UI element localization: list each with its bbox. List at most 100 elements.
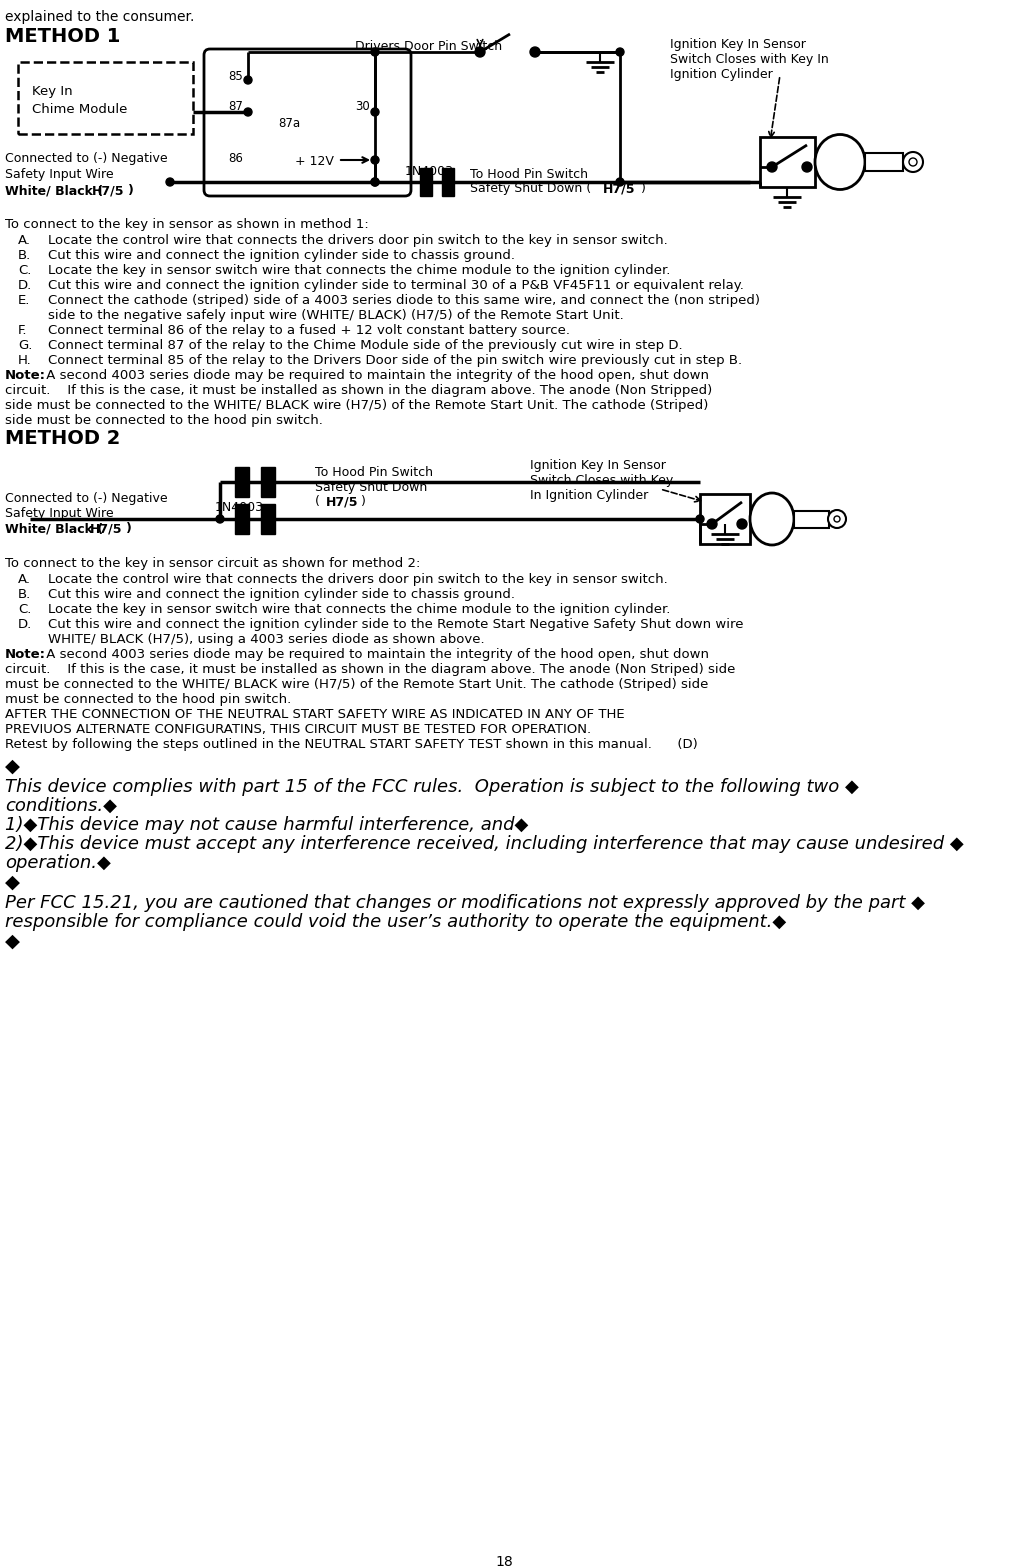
Bar: [261, 503, 275, 535]
Bar: [442, 168, 454, 196]
Text: Cut this wire and connect the ignition cylinder side to chassis ground.: Cut this wire and connect the ignition c…: [48, 249, 515, 262]
Text: To connect to the key in sensor as shown in method 1:: To connect to the key in sensor as shown…: [5, 218, 368, 230]
Text: 1N4003: 1N4003: [215, 502, 264, 514]
Bar: [18, 63, 193, 133]
Circle shape: [767, 162, 777, 172]
Text: Safety Input Wire: Safety Input Wire: [5, 168, 114, 180]
Text: Ignition Cylinder: Ignition Cylinder: [670, 67, 773, 82]
Text: Note:: Note:: [5, 648, 46, 662]
Text: ): ): [641, 182, 646, 194]
Circle shape: [828, 510, 846, 528]
Text: H7/5: H7/5: [92, 183, 124, 198]
Text: Connect terminal 87 of the relay to the Chime Module side of the previously cut : Connect terminal 87 of the relay to the …: [48, 339, 683, 351]
Text: This device complies with part 15 of the FCC rules.  Operation is subject to the: This device complies with part 15 of the…: [5, 778, 859, 797]
Text: H7/5: H7/5: [326, 495, 358, 508]
Circle shape: [371, 49, 379, 56]
Circle shape: [371, 155, 379, 165]
Text: PREVIUOS ALTERNATE CONFIGURATINS, THIS CIRCUIT MUST BE TESTED FOR OPERATION.: PREVIUOS ALTERNATE CONFIGURATINS, THIS C…: [5, 723, 591, 735]
Circle shape: [696, 514, 704, 524]
Bar: [420, 168, 432, 196]
Text: Note:: Note:: [5, 368, 46, 383]
Text: Chime Module: Chime Module: [32, 103, 127, 116]
Circle shape: [371, 179, 379, 187]
Text: ◆: ◆: [5, 757, 20, 776]
Circle shape: [244, 108, 252, 116]
Text: D.: D.: [18, 279, 32, 292]
Text: 85: 85: [228, 71, 243, 83]
Text: B.: B.: [18, 588, 31, 601]
Text: ◆: ◆: [5, 931, 20, 952]
Text: Connect terminal 86 of the relay to a fused + 12 volt constant battery source.: Connect terminal 86 of the relay to a fu…: [48, 325, 570, 337]
Ellipse shape: [815, 135, 865, 190]
Circle shape: [707, 519, 717, 528]
Bar: [700, 494, 750, 544]
Bar: [865, 154, 903, 171]
Text: side to the negative safely input wire (WHITE/ BLACK) (H7/5) of the Remote Start: side to the negative safely input wire (…: [48, 309, 624, 321]
Text: responsible for compliance could void the user’s authority to operate the equipm: responsible for compliance could void th…: [5, 913, 786, 931]
Text: Connected to (-) Negative: Connected to (-) Negative: [5, 152, 167, 165]
Text: explained to the consumer.: explained to the consumer.: [5, 9, 195, 24]
Text: Drivers Door Pin Switch: Drivers Door Pin Switch: [355, 41, 502, 53]
Circle shape: [216, 514, 224, 524]
Text: METHOD 1: METHOD 1: [5, 27, 120, 45]
Text: ◆: ◆: [5, 873, 20, 892]
Text: side must be connected to the hood pin switch.: side must be connected to the hood pin s…: [5, 414, 323, 426]
Text: Safety Input Wire: Safety Input Wire: [5, 506, 114, 521]
Circle shape: [530, 47, 540, 56]
Bar: [261, 467, 275, 497]
Circle shape: [616, 179, 624, 187]
Text: ): ): [361, 495, 366, 508]
Bar: [760, 136, 815, 187]
Text: Key In: Key In: [32, 85, 73, 99]
Text: 87a: 87a: [278, 118, 300, 130]
Text: H7/5: H7/5: [90, 522, 122, 535]
Text: Ignition Key In Sensor: Ignition Key In Sensor: [670, 38, 806, 52]
Text: Connect the cathode (striped) side of a 4003 series diode to this same wire, and: Connect the cathode (striped) side of a …: [48, 295, 760, 307]
Circle shape: [909, 158, 917, 166]
Text: ): ): [128, 183, 134, 198]
Text: conditions.◆: conditions.◆: [5, 797, 117, 815]
Text: In Ignition Cylinder: In Ignition Cylinder: [530, 489, 648, 502]
Circle shape: [244, 75, 252, 85]
Text: side must be connected to the WHITE/ BLACK wire (H7/5) of the Remote Start Unit.: side must be connected to the WHITE/ BLA…: [5, 398, 708, 412]
Bar: [235, 503, 249, 535]
Text: Switch Closes with Key: Switch Closes with Key: [530, 474, 673, 488]
Text: A second 4003 series diode may be required to maintain the integrity of the hood: A second 4003 series diode may be requir…: [42, 648, 709, 662]
Circle shape: [802, 162, 812, 172]
Text: H.: H.: [18, 354, 31, 367]
Text: operation.◆: operation.◆: [5, 855, 111, 872]
Text: 1)◆This device may not cause harmful interference, and◆: 1)◆This device may not cause harmful int…: [5, 815, 529, 834]
Circle shape: [475, 47, 485, 56]
Circle shape: [616, 49, 624, 56]
Text: 30: 30: [355, 100, 369, 113]
Bar: [235, 467, 249, 497]
Text: G.: G.: [18, 339, 32, 351]
Text: D.: D.: [18, 618, 32, 630]
Text: Per FCC 15.21, you are cautioned that changes or modifications not expressly app: Per FCC 15.21, you are cautioned that ch…: [5, 894, 925, 913]
Text: White/ Black (: White/ Black (: [5, 183, 103, 198]
Text: METHOD 2: METHOD 2: [5, 430, 120, 448]
Text: C.: C.: [18, 604, 31, 616]
Text: Cut this wire and connect the ignition cylinder side to terminal 30 of a P&B VF4: Cut this wire and connect the ignition c…: [48, 279, 744, 292]
Text: Locate the control wire that connects the drivers door pin switch to the key in : Locate the control wire that connects th…: [48, 572, 668, 586]
Text: Locate the key in sensor switch wire that connects the chime module to the ignit: Locate the key in sensor switch wire tha…: [48, 263, 670, 278]
Text: F.: F.: [18, 325, 27, 337]
Text: To Hood Pin Switch: To Hood Pin Switch: [470, 168, 588, 180]
Circle shape: [371, 108, 379, 116]
Text: must be connected to the hood pin switch.: must be connected to the hood pin switch…: [5, 693, 292, 706]
Text: circuit.    If this is the case, it must be installed as shown in the diagram ab: circuit. If this is the case, it must be…: [5, 663, 736, 676]
Text: must be connected to the WHITE/ BLACK wire (H7/5) of the Remote Start Unit. The : must be connected to the WHITE/ BLACK wi…: [5, 677, 708, 691]
Text: + 12V: + 12V: [295, 155, 334, 168]
Text: B.: B.: [18, 249, 31, 262]
Text: WHITE/ BLACK (H7/5), using a 4003 series diode as shown above.: WHITE/ BLACK (H7/5), using a 4003 series…: [48, 633, 484, 646]
Bar: [794, 511, 829, 528]
Text: A second 4003 series diode may be required to maintain the integrity of the hood: A second 4003 series diode may be requir…: [42, 368, 709, 383]
Circle shape: [834, 516, 840, 522]
Circle shape: [737, 519, 747, 528]
Circle shape: [371, 179, 379, 187]
Text: 18: 18: [495, 1555, 513, 1568]
Text: Cut this wire and connect the ignition cylinder side to the Remote Start Negativ: Cut this wire and connect the ignition c…: [48, 618, 744, 630]
Text: circuit.    If this is the case, it must be installed as shown in the diagram ab: circuit. If this is the case, it must be…: [5, 384, 712, 397]
Text: A.: A.: [18, 234, 31, 248]
Text: 86: 86: [228, 152, 243, 165]
